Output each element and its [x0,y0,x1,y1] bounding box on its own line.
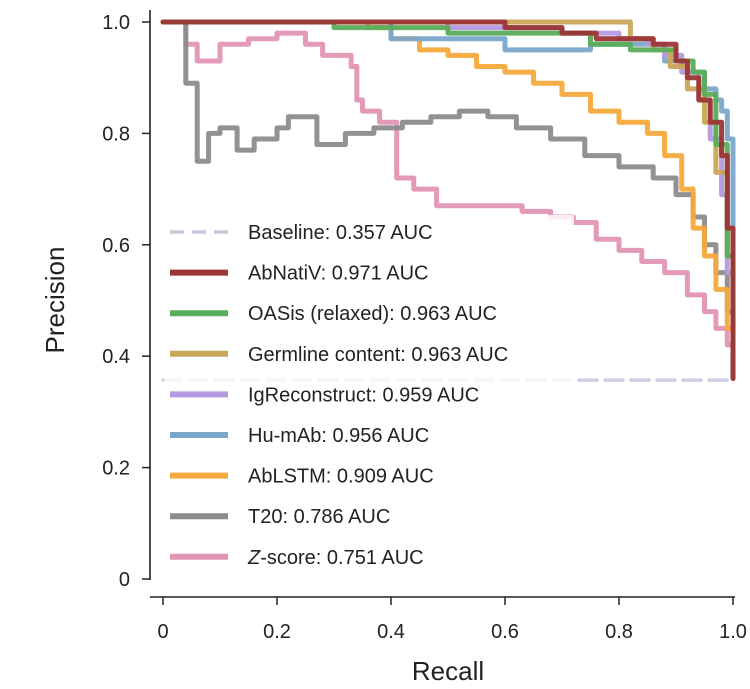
legend-label-oasis-relaxed: OASis (relaxed): 0.963 AUC [248,303,497,325]
x-tick-label: 0.6 [491,621,519,643]
x-tick-label: 0.2 [263,621,291,643]
legend-label-t20: T20: 0.786 AUC [248,506,390,528]
x-tick-label: 0 [157,621,168,643]
series-line-z-score [171,19,736,376]
legend-label-germline-content: Germline content: 0.963 AUC [248,344,508,366]
legend-row-bg [164,539,574,574]
y-tick-label: 1.0 [102,12,130,34]
legend-row-bg [164,296,574,331]
y-tick-label: 0 [119,569,130,591]
legend-row-bg [164,458,574,493]
legend: Baseline: 0.357 AUC AbNatiV: 0.971 AUC OAS… [164,215,574,574]
legend-row-bg [164,336,574,371]
series-lines [160,19,736,382]
y-tick-label: 0.2 [102,458,130,480]
ticks: 0 0.2 0.4 0.6 0.8 1.0 0 0.2 0.4 0.6 0.8 1.0 [102,12,747,643]
y-tick-label: 0.8 [102,123,130,145]
y-axis-label: Precision [40,247,70,354]
legend-label-baseline: Baseline: 0.357 AUC [248,222,433,244]
legend-row-bg [164,215,574,249]
legend-row-bg [164,377,574,412]
legend-label-z-score: Z-score: 0.751 AUC [247,547,424,569]
x-tick-label: 0.8 [605,621,633,643]
legend-row-bg [164,499,574,534]
x-tick-label: 1.0 [719,621,747,643]
legend-label-igreconstruct: IgReconstruct: 0.959 AUC [248,384,479,406]
legend-label-ablstm: AbLSTM: 0.909 AUC [248,466,434,488]
series-line-abnativ [160,19,736,381]
legend-label-abnativ: AbNatiV: 0.971 AUC [248,263,428,285]
axes [149,10,735,598]
y-tick-label: 0.6 [102,235,130,257]
y-tick-label: 0.4 [102,346,130,368]
legend-row-bg [164,418,574,452]
x-tick-label: 0.4 [377,621,405,643]
legend-row-bg [164,255,574,290]
legend-label-hu-mab: Hu-mAb: 0.956 AUC [248,425,429,447]
x-axis-label: Recall [412,656,484,686]
